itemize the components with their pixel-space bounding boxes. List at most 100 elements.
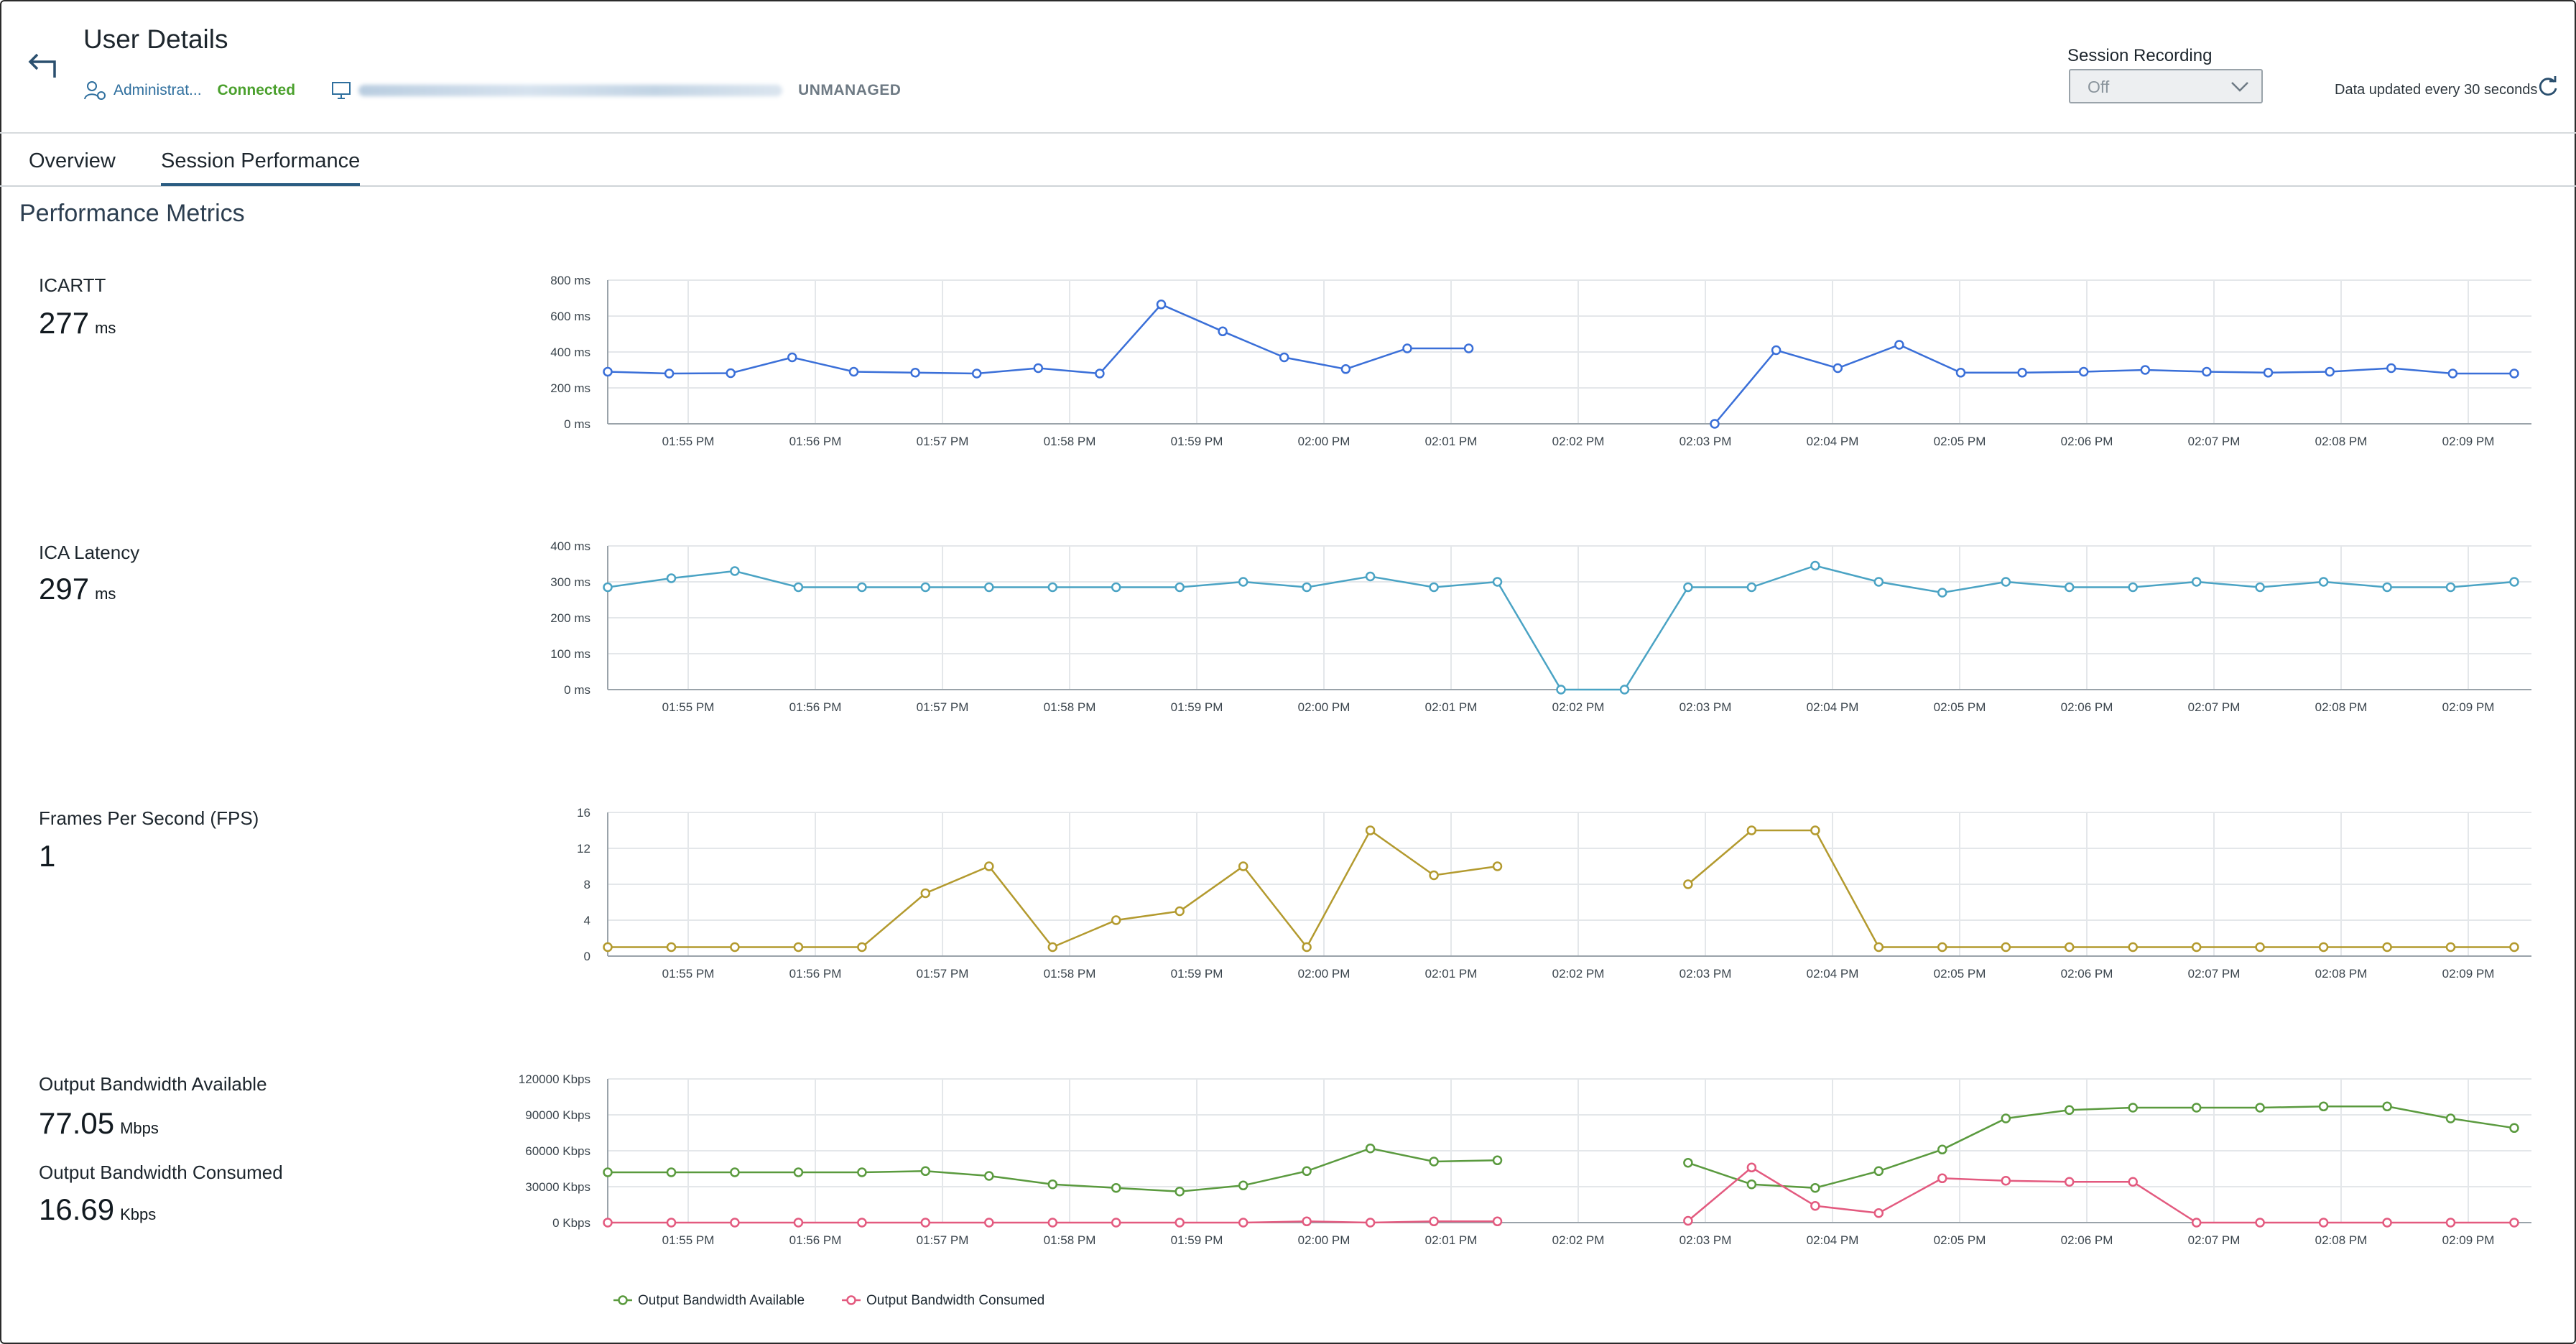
- bandwidth-data-point: [2255, 1103, 2265, 1113]
- fps-x-tick-label: 01:55 PM: [662, 967, 715, 981]
- bandwidth-x-tick-label: 01:55 PM: [662, 1233, 715, 1247]
- bandwidth-data-point: [730, 1218, 740, 1228]
- fps-y-tick-label: 16: [577, 806, 590, 820]
- latency-y-tick-label: 400 ms: [550, 539, 590, 553]
- fps-data-point: [1746, 825, 1757, 835]
- bandwidth-data-point: [1810, 1182, 1820, 1193]
- icartt-x-tick-label: 02:06 PM: [2061, 435, 2113, 448]
- bandwidth-data-point: [2064, 1105, 2075, 1116]
- bandwidth-data-point: [1492, 1216, 1503, 1227]
- bandwidth-data-point: [1365, 1143, 1376, 1154]
- latency-x-tick-label: 02:04 PM: [1807, 700, 1859, 714]
- back-arrow-icon[interactable]: [26, 53, 62, 82]
- user-gear-icon: [84, 81, 106, 100]
- bandwidth-data-point: [2382, 1101, 2392, 1112]
- bandwidth-data-point: [1047, 1218, 1058, 1228]
- bandwidth-y-tick-label: 0 Kbps: [552, 1216, 590, 1230]
- bandwidth-data-point: [1492, 1155, 1503, 1166]
- fps-x-tick-label: 02:00 PM: [1298, 967, 1350, 981]
- fps-data-point: [1047, 942, 1058, 953]
- bandwidth-x-tick-label: 02:04 PM: [1807, 1233, 1859, 1247]
- fps-data-point: [2064, 942, 2075, 953]
- icartt-data-point: [603, 366, 613, 377]
- fps-data-point: [2128, 942, 2138, 953]
- icartt-x-tick-label: 02:09 PM: [2442, 435, 2495, 448]
- refresh-icon[interactable]: [2537, 76, 2559, 98]
- tab-overview[interactable]: Overview: [29, 149, 116, 172]
- metric-value-latency: 297 ms: [39, 572, 116, 606]
- icartt-data-point: [971, 369, 982, 379]
- latency-data-point: [603, 582, 613, 593]
- session-recording-select[interactable]: Off: [2069, 69, 2263, 103]
- icartt-data-point: [1833, 363, 1843, 374]
- icartt-data-point: [2447, 369, 2458, 379]
- user-link[interactable]: Administrat...: [113, 82, 202, 98]
- icartt-data-point: [848, 366, 859, 377]
- session-recording-label: Session Recording: [2067, 46, 2213, 65]
- icartt-data-point: [2386, 363, 2396, 374]
- fps-data-point: [793, 942, 804, 953]
- metric-value-bw-available: 77.05 Mbps: [39, 1106, 159, 1140]
- metric-name-bw-available: Output Bandwidth Available: [39, 1073, 267, 1095]
- icartt-data-point: [1095, 369, 1105, 379]
- metric-value-bw-consumed: 16.69 Kbps: [39, 1192, 157, 1226]
- latency-x-tick-label: 01:55 PM: [662, 700, 715, 714]
- latency-data-point: [1619, 685, 1630, 695]
- page-title: User Details: [83, 24, 228, 54]
- icartt-data-point: [1894, 340, 1904, 350]
- chevron-down-icon: [2231, 82, 2248, 92]
- icartt-y-tick-label: 400 ms: [550, 346, 590, 359]
- latency-data-point: [793, 582, 804, 593]
- bandwidth-data-point: [1429, 1157, 1439, 1167]
- latency-data-point: [730, 566, 740, 576]
- latency-data-point: [2382, 582, 2392, 593]
- bandwidth-data-point: [666, 1218, 677, 1228]
- icartt-x-tick-label: 01:55 PM: [662, 435, 715, 448]
- icartt-x-tick-label: 01:58 PM: [1044, 435, 1096, 448]
- bandwidth-data-point: [1873, 1166, 1884, 1177]
- fps-x-tick-label: 01:57 PM: [917, 967, 969, 981]
- bandwidth-data-point: [793, 1218, 804, 1228]
- icartt-y-tick-label: 200 ms: [550, 381, 590, 395]
- bandwidth-data-point: [1111, 1182, 1121, 1193]
- metric-name-icartt: ICARTT: [39, 274, 106, 296]
- bandwidth-data-point: [857, 1167, 867, 1177]
- icartt-data-point: [2078, 366, 2089, 377]
- bandwidth-data-point: [2001, 1175, 2011, 1186]
- bandwidth-data-point: [2128, 1177, 2138, 1187]
- fps-data-point: [920, 888, 931, 899]
- bandwidth-data-point: [2064, 1177, 2075, 1187]
- bandwidth-data-point: [1238, 1180, 1248, 1191]
- bandwidth-x-tick-label: 01:59 PM: [1171, 1233, 1223, 1247]
- latency-data-point: [920, 582, 931, 593]
- fps-data-point: [2191, 942, 2202, 953]
- session-recording-value: Off: [2088, 78, 2110, 96]
- bandwidth-data-point: [2509, 1218, 2519, 1228]
- latency-data-point: [1111, 582, 1121, 593]
- page-header: User Details Administrat... Connected UN…: [0, 0, 2576, 134]
- fps-data-point: [1492, 861, 1503, 871]
- bandwidth-data-point: [1810, 1200, 1820, 1211]
- fps-data-point: [857, 942, 867, 953]
- tab-session-performance[interactable]: Session Performance: [161, 149, 361, 186]
- bandwidth-data-point: [857, 1218, 867, 1228]
- icartt-x-tick-label: 02:04 PM: [1807, 435, 1859, 448]
- bandwidth-series-line-0: [1687, 1106, 2515, 1189]
- icartt-data-point: [1340, 364, 1351, 374]
- section-title: Performance Metrics: [19, 200, 245, 227]
- monitor-icon: [332, 82, 351, 99]
- icartt-data-point: [1218, 326, 1228, 337]
- icartt-data-point: [2202, 366, 2212, 377]
- icartt-data-point: [664, 369, 675, 379]
- bandwidth-data-point: [1429, 1216, 1439, 1227]
- metric-name-latency: ICA Latency: [39, 542, 140, 563]
- icartt-x-tick-label: 02:07 PM: [2188, 435, 2241, 448]
- latency-x-tick-label: 01:57 PM: [917, 700, 969, 714]
- latency-data-point: [2318, 577, 2329, 587]
- latency-x-tick-label: 01:58 PM: [1044, 700, 1096, 714]
- bandwidth-data-point: [666, 1167, 677, 1177]
- latency-y-tick-label: 200 ms: [550, 611, 590, 625]
- bandwidth-data-point: [1937, 1173, 1947, 1184]
